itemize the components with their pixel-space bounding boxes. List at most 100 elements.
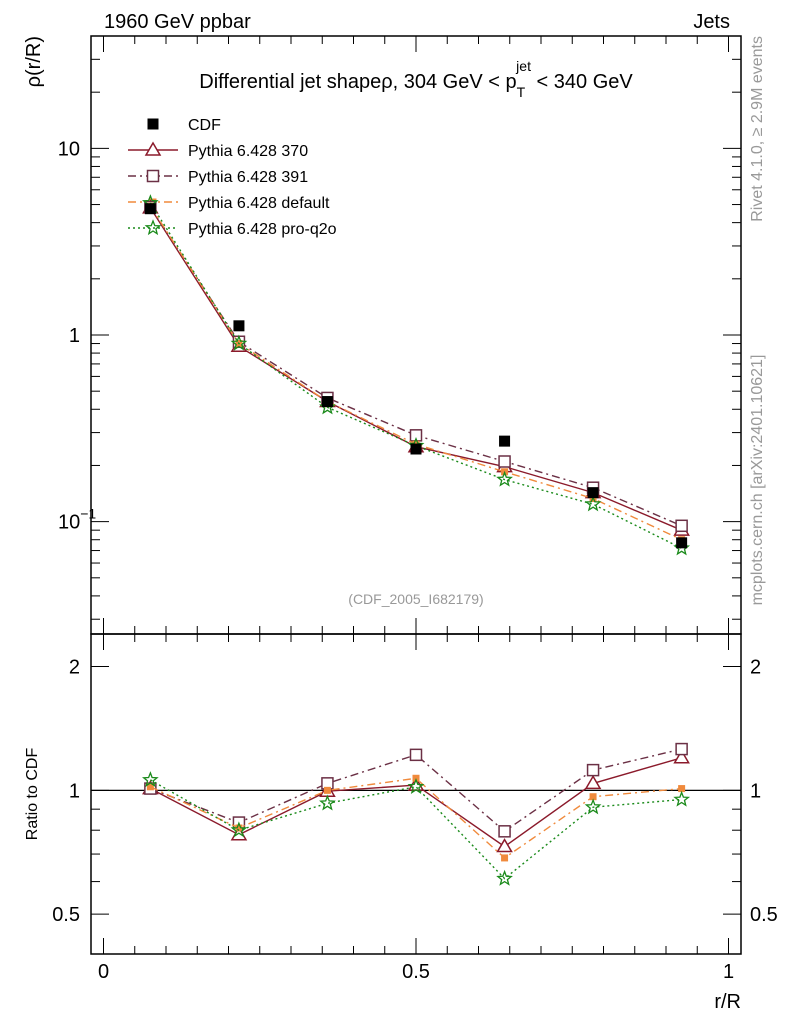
data-point: [147, 118, 159, 130]
main-series-line: [149, 206, 682, 527]
data-point: [498, 825, 511, 838]
legend-item: Pythia 6.428 370: [128, 141, 308, 160]
main-series-0: [142, 199, 690, 536]
data-point: [142, 771, 159, 788]
ratio-series-3: [142, 771, 691, 886]
legend-item: Pythia 6.428 391: [128, 169, 308, 186]
ratio-y-tick-label-left: 0.5: [52, 904, 80, 926]
rivet-label: Rivet 4.1.0, ≥ 2.9M events: [749, 36, 766, 222]
ratio-series-0: [142, 749, 690, 853]
chart-title-prefix: Differential jet shapeρ, 304 GeV < p: [199, 71, 516, 93]
x-tick-label: 1: [723, 961, 734, 983]
data-point: [323, 786, 331, 794]
main-y-tick-label: 1: [69, 325, 80, 347]
ratio-y-tick-label-right: 2: [750, 657, 761, 679]
energy-label: 1960 GeV ppbar: [104, 11, 251, 33]
data-point: [230, 821, 248, 838]
data-point: [676, 537, 688, 549]
data-point: [586, 763, 600, 777]
data-point: [407, 778, 425, 794]
x-axis-label: r/R: [714, 991, 741, 1013]
main-y-axis-label: ρ(r/R): [23, 36, 45, 87]
tick-base: 10: [58, 138, 80, 160]
legend-label: Pythia 6.428 default: [188, 195, 330, 212]
chart-title-suffix: < 340 GeV: [531, 71, 633, 93]
ratio-y-tick-label-left: 1: [69, 780, 80, 802]
tick-base: 10: [58, 512, 80, 534]
tick-base: 1: [69, 325, 80, 347]
chart-title-sup: jet: [515, 58, 531, 74]
data-point: [410, 443, 422, 455]
main-series: [142, 194, 690, 556]
legend-item: Pythia 6.428 pro-q2o: [128, 219, 337, 238]
main-series-line: [149, 207, 682, 531]
data-point: [146, 169, 160, 183]
data-point: [230, 334, 248, 351]
legend-label: Pythia 6.428 pro-q2o: [188, 221, 337, 238]
main-y-tick-label: 10−1: [58, 506, 96, 534]
data-point: [584, 495, 602, 512]
ratio-y-ticks: [91, 666, 741, 955]
main-x-ticks: [103, 36, 729, 634]
ratio-series-line: [150, 779, 682, 880]
data-point: [144, 203, 156, 215]
data-point: [144, 141, 162, 156]
main-series-1: [144, 200, 688, 533]
analysis-tag: (CDF_2005_I682179): [348, 591, 483, 607]
data-point: [146, 783, 154, 791]
data-point: [235, 824, 243, 832]
data-point: [501, 854, 509, 862]
ratio-panel: 2 21 10.5 0.5 0 0.5 1 Ratio to CDF r/R: [24, 633, 778, 1013]
legend-item: CDF: [147, 117, 221, 134]
ratio-series-line: [150, 757, 682, 848]
legend: CDF Pythia 6.428 370 Pythia 6.428 391 Pythi…: [128, 117, 337, 238]
data-point: [675, 519, 688, 533]
data-point: [496, 470, 513, 487]
ratio-x-ticks: [103, 634, 729, 954]
ratio-frame: [90, 633, 742, 955]
chart-title-sub: T: [517, 84, 526, 100]
data-point: [499, 435, 511, 447]
data-point: [584, 798, 602, 815]
data-point: [496, 869, 513, 886]
data-point: [587, 487, 599, 499]
chart-title: Differential jet shapeρ, 304 GeV < pTjet…: [199, 58, 633, 100]
ratio-series: [142, 742, 691, 886]
mcplots-label: mcplots.cern.ch [arXiv:2401.10621]: [749, 355, 766, 606]
data-point: [584, 774, 602, 790]
x-tick-label: 0: [98, 961, 109, 983]
ratio-y-tick-label-left: 2: [69, 657, 80, 679]
data-point: [321, 396, 333, 408]
data-point: [675, 742, 688, 756]
ratio-y-tick-label-right: 1: [750, 780, 761, 802]
category-label: Jets: [693, 11, 730, 33]
data-point: [233, 320, 245, 332]
main-series-4: [144, 203, 688, 549]
ratio-y-tick-labels: 2 2 1 1 0.5 0.5: [52, 657, 778, 927]
main-series-line: [149, 205, 682, 541]
tick-exponent: −1: [80, 506, 96, 522]
data-point: [409, 748, 423, 762]
data-point: [144, 219, 162, 236]
data-point: [673, 790, 691, 807]
ratio-y-tick-label-right: 0.5: [750, 904, 778, 926]
data-point: [589, 793, 597, 801]
ratio-y-axis-label: Ratio to CDF: [24, 748, 41, 841]
data-point: [498, 455, 511, 468]
main-y-tick-label: 10: [58, 138, 80, 160]
data-point: [673, 749, 690, 764]
data-point: [319, 794, 336, 811]
data-point: [678, 785, 686, 793]
ratio-x-tick-labels: 0 0.5 1: [98, 961, 734, 983]
main-y-ticks: [91, 35, 741, 620]
data-point: [496, 838, 513, 853]
x-tick-label: 0.5: [402, 961, 430, 983]
main-series-3: [142, 194, 690, 556]
legend-label: Pythia 6.428 370: [188, 143, 308, 160]
legend-label: CDF: [188, 117, 221, 134]
legend-item: Pythia 6.428 default: [128, 195, 330, 212]
legend-label: Pythia 6.428 391: [188, 169, 308, 186]
